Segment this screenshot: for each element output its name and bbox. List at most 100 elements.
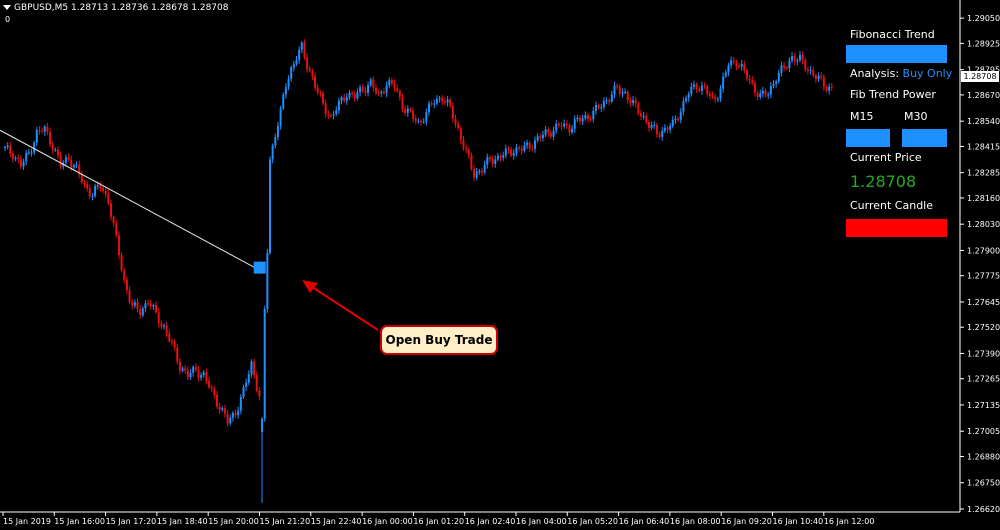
price-tick-label: 1.27775 <box>967 272 1000 281</box>
candle-body <box>724 72 727 77</box>
candle-body <box>454 118 457 125</box>
candle-body <box>804 60 807 70</box>
candle-body <box>618 86 621 94</box>
candle-body <box>163 325 165 327</box>
fibonacci-trendline <box>0 129 257 270</box>
candle-body <box>316 87 319 93</box>
candle-body <box>282 94 285 109</box>
candle-body <box>377 92 380 94</box>
candle-body <box>173 341 176 348</box>
analysis-value: Buy Only <box>902 67 953 80</box>
candle-body <box>361 87 364 91</box>
candle-body <box>239 396 242 411</box>
candle-body <box>650 125 653 128</box>
candle-body <box>738 66 741 68</box>
candle-body <box>772 83 775 87</box>
price-tick-label: 1.28415 <box>967 142 1000 151</box>
candle-body <box>295 60 298 65</box>
candle-body <box>777 72 780 82</box>
candle-body <box>64 157 67 163</box>
candle-body <box>499 155 502 158</box>
candle-body <box>451 105 454 119</box>
time-tick-label: 15 Jan 20:00 <box>208 517 259 526</box>
candle-body <box>231 412 234 418</box>
price-tick-label: 1.28670 <box>967 91 1000 100</box>
candle-body <box>49 132 52 145</box>
price-tick-label: 1.27900 <box>967 246 1000 255</box>
candle-body <box>147 303 150 305</box>
candle-body <box>417 121 420 123</box>
candle-body <box>473 168 476 178</box>
candle-body <box>722 76 725 89</box>
candle-body <box>96 185 99 187</box>
candle-body <box>324 103 327 114</box>
candle-body <box>573 119 576 129</box>
candle-body <box>218 406 221 410</box>
candle-body <box>587 115 589 119</box>
candle-body <box>518 147 521 149</box>
candle-body <box>632 100 635 104</box>
candle-body <box>592 110 595 120</box>
candle-body <box>682 101 685 112</box>
candle-body <box>258 390 261 397</box>
candle-body <box>269 159 271 253</box>
candle-body <box>422 121 425 123</box>
candle-body <box>814 75 817 80</box>
candle-body <box>820 75 823 78</box>
time-tick-label: 15 Jan 22:40 <box>311 517 362 526</box>
candle-body <box>764 90 767 96</box>
candle-body <box>629 100 632 104</box>
candle-body <box>767 94 770 96</box>
candle-body <box>51 144 54 151</box>
candle-body <box>541 134 544 139</box>
candle-body <box>160 323 163 327</box>
candle-body <box>141 308 144 316</box>
candle-body <box>117 235 120 256</box>
candle-body <box>332 114 335 116</box>
candle-body <box>740 64 743 67</box>
candle-body <box>666 127 669 130</box>
candle-body <box>237 410 240 416</box>
candle-body <box>555 123 558 131</box>
open-buy-trade-callout: Open Buy Trade <box>380 325 498 355</box>
symbol-header: GBPUSD,M5 1.28713 1.28736 1.28678 1.2870… <box>3 3 228 13</box>
price-tick-label: 1.28795 <box>967 66 1000 75</box>
candle-body <box>520 148 523 151</box>
candle-body <box>200 375 203 378</box>
candle-body <box>459 128 462 140</box>
candle-body <box>706 86 709 94</box>
candle-body <box>192 366 195 373</box>
candle-body <box>645 116 648 122</box>
time-tick-label: 15 Jan 18:40 <box>157 517 208 526</box>
candle-body <box>155 305 158 313</box>
candle-body <box>412 110 415 119</box>
buy-entry-marker <box>253 261 266 274</box>
price-tick-label: 1.27645 <box>967 298 1000 307</box>
tf1-label: M15 <box>850 110 874 123</box>
candle-body <box>11 153 14 160</box>
candle-body <box>557 123 560 126</box>
candle-body <box>751 80 754 84</box>
candle-body <box>610 94 613 102</box>
candle-body <box>695 84 698 90</box>
candle-body <box>208 380 211 388</box>
candle-body <box>825 87 828 91</box>
candle-body <box>271 145 274 160</box>
power-label: Fib Trend Power <box>850 88 936 101</box>
candle-body <box>539 136 542 139</box>
candle-body <box>486 157 489 165</box>
candle-body <box>703 85 706 87</box>
candle-body <box>515 147 518 154</box>
candle-body <box>184 368 187 371</box>
candle-body <box>33 142 36 153</box>
candle-body <box>716 98 719 100</box>
callout-arrow-head <box>302 280 318 293</box>
candle-body <box>335 110 338 115</box>
candle-body <box>170 341 173 343</box>
candle-body <box>425 112 428 122</box>
candle-body <box>467 149 470 156</box>
candle-body <box>438 98 441 100</box>
dropdown-triangle-icon[interactable] <box>3 5 11 10</box>
